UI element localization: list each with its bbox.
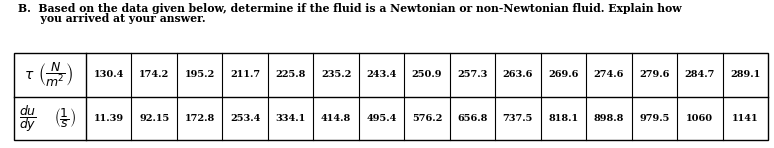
Text: 495.4: 495.4 bbox=[366, 114, 397, 123]
Text: 250.9: 250.9 bbox=[412, 70, 442, 79]
Text: 263.6: 263.6 bbox=[503, 70, 533, 79]
Text: 225.8: 225.8 bbox=[276, 70, 306, 79]
Text: B.  Based on the data given below, determine if the fluid is a Newtonian or non-: B. Based on the data given below, determ… bbox=[18, 3, 682, 14]
Text: 818.1: 818.1 bbox=[548, 114, 578, 123]
Text: $\left(\dfrac{1}{s}\right)$: $\left(\dfrac{1}{s}\right)$ bbox=[54, 106, 76, 130]
Text: 898.8: 898.8 bbox=[594, 114, 624, 123]
Text: 172.8: 172.8 bbox=[184, 114, 215, 123]
Text: 1141: 1141 bbox=[732, 114, 759, 123]
Text: 174.2: 174.2 bbox=[139, 70, 170, 79]
Text: $\left(\dfrac{N}{m^2}\right)$: $\left(\dfrac{N}{m^2}\right)$ bbox=[38, 61, 73, 89]
Text: 1060: 1060 bbox=[687, 114, 714, 123]
Text: 737.5: 737.5 bbox=[503, 114, 533, 123]
Text: $\dfrac{du}{dy}$: $\dfrac{du}{dy}$ bbox=[19, 103, 37, 134]
Text: 576.2: 576.2 bbox=[412, 114, 442, 123]
Text: you arrived at your answer.: you arrived at your answer. bbox=[18, 13, 206, 24]
Text: 274.6: 274.6 bbox=[594, 70, 624, 79]
Text: 269.6: 269.6 bbox=[548, 70, 579, 79]
Text: 279.6: 279.6 bbox=[639, 70, 670, 79]
Bar bbox=[14, 53, 768, 140]
Text: 979.5: 979.5 bbox=[639, 114, 670, 123]
Text: 414.8: 414.8 bbox=[321, 114, 351, 123]
Text: 656.8: 656.8 bbox=[457, 114, 488, 123]
Text: 253.4: 253.4 bbox=[230, 114, 260, 123]
Text: $\tau$: $\tau$ bbox=[24, 68, 34, 82]
Text: 235.2: 235.2 bbox=[321, 70, 351, 79]
Text: 11.39: 11.39 bbox=[94, 114, 124, 123]
Text: 243.4: 243.4 bbox=[366, 70, 397, 79]
Text: 334.1: 334.1 bbox=[276, 114, 306, 123]
Text: 257.3: 257.3 bbox=[457, 70, 488, 79]
Text: 195.2: 195.2 bbox=[184, 70, 215, 79]
Text: 289.1: 289.1 bbox=[730, 70, 760, 79]
Text: 211.7: 211.7 bbox=[230, 70, 260, 79]
Text: 92.15: 92.15 bbox=[139, 114, 170, 123]
Text: 130.4: 130.4 bbox=[94, 70, 124, 79]
Text: 284.7: 284.7 bbox=[685, 70, 715, 79]
